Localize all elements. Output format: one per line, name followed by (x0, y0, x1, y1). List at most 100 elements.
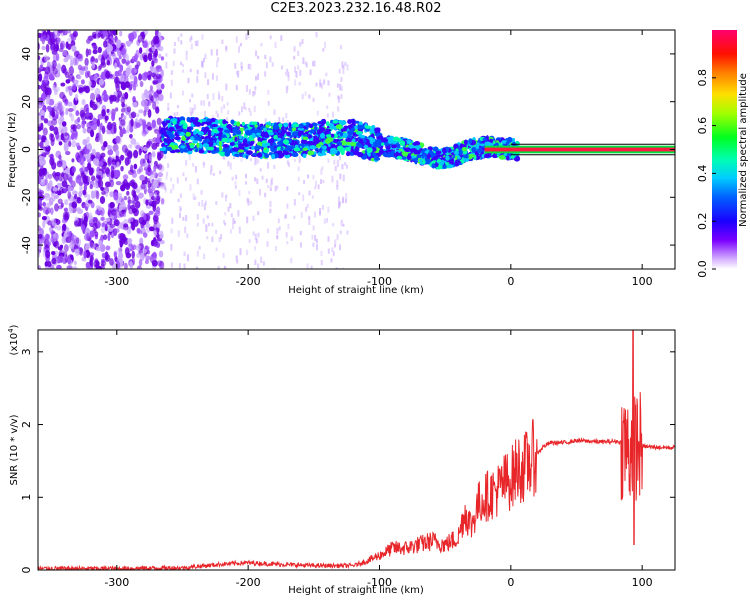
noise-cell (132, 244, 137, 250)
tone-band-core (484, 147, 675, 152)
noise-cell (115, 135, 121, 144)
noise-streak (172, 183, 175, 190)
noise-cell (47, 120, 53, 127)
ridge-cell (333, 138, 339, 143)
noise-cell (77, 53, 84, 62)
noise-streak (225, 194, 228, 198)
noise-cell (122, 174, 129, 180)
noise-cell (48, 61, 54, 68)
noise-streak (312, 174, 315, 180)
noise-streak (238, 190, 241, 196)
noise-cell (63, 187, 68, 194)
noise-cell (94, 58, 99, 64)
noise-streak (319, 207, 322, 214)
ridge-cell (351, 121, 356, 126)
noise-streak (286, 119, 289, 124)
noise-cell (156, 82, 162, 91)
noise-cell (107, 39, 114, 45)
noise-streak (240, 106, 243, 113)
noise-cell (101, 216, 105, 221)
noise-streak (327, 158, 330, 163)
ridge-cell (249, 141, 254, 146)
noise-streak (211, 73, 214, 80)
noise-streak (196, 69, 199, 75)
noise-streak (224, 222, 227, 226)
ridge-cell (354, 146, 360, 150)
noise-cell (53, 44, 59, 52)
noise-streak (165, 61, 168, 69)
ridge-cell (307, 150, 315, 156)
noise-cell (119, 77, 125, 82)
noise-cell (105, 245, 111, 251)
noise-cell (90, 167, 95, 174)
noise-streak (225, 117, 228, 121)
ridge-cell (476, 148, 483, 153)
noise-cell (38, 32, 42, 38)
noise-cell (102, 30, 107, 38)
noise-streak (338, 68, 341, 74)
noise-cell (142, 40, 148, 48)
noise-streak (193, 104, 196, 111)
noise-cell (75, 57, 79, 66)
noise-streak (259, 168, 262, 172)
ridge-cell (362, 139, 367, 143)
ridge-cell (424, 161, 431, 165)
noise-cell (150, 95, 154, 102)
noise-streak (340, 219, 343, 223)
noise-streak (189, 68, 192, 73)
ridge-cell (335, 124, 343, 130)
noise-streak (273, 267, 276, 269)
noise-cell (63, 142, 69, 150)
noise-streak (346, 230, 349, 235)
noise-cell (80, 79, 85, 85)
noise-cell (89, 239, 94, 248)
noise-cell (156, 65, 162, 72)
noise-cell (160, 197, 165, 205)
noise-streak (298, 192, 301, 196)
noise-streak (235, 36, 238, 43)
noise-streak (288, 162, 291, 167)
noise-streak (299, 230, 302, 236)
ridge-cell (336, 138, 344, 142)
noise-streak (182, 172, 185, 177)
noise-streak (286, 240, 289, 245)
noise-streak (286, 160, 289, 165)
noise-streak (340, 94, 343, 99)
noise-cell (47, 173, 53, 180)
noise-cell (109, 191, 115, 198)
ridge-cell (193, 134, 198, 139)
spectrogram-x-tick-label: 0 (507, 275, 514, 288)
ridge-cell (408, 144, 415, 149)
noise-streak (256, 178, 259, 185)
ridge-cell (297, 133, 302, 137)
noise-cell (126, 70, 131, 76)
noise-streak (341, 163, 344, 170)
noise-streak (257, 55, 260, 59)
noise-streak (186, 233, 189, 238)
noise-cell (115, 180, 122, 186)
noise-streak (267, 89, 270, 95)
ridge-cell (419, 158, 423, 163)
noise-cell (105, 166, 110, 175)
noise-cell (97, 46, 102, 54)
noise-streak (299, 69, 302, 76)
ridge-cell (186, 126, 192, 133)
noise-streak (294, 79, 297, 86)
noise-cell (70, 234, 77, 241)
noise-cell (100, 260, 107, 267)
noise-streak (198, 201, 201, 207)
noise-cell (104, 181, 111, 188)
ridge-cell (479, 143, 485, 147)
noise-cell (57, 117, 64, 125)
noise-streak (284, 215, 287, 219)
snr-panel: -300 -200 -100 0 100 0 1 2 3 Height of straight … (7, 324, 676, 596)
ridge-cell (321, 120, 325, 127)
noise-cell (84, 85, 91, 94)
noise-streak (342, 223, 345, 227)
noise-cell (144, 161, 149, 169)
noise-streak (167, 107, 170, 111)
noise-streak (345, 164, 348, 169)
noise-cell (63, 132, 69, 137)
ridge-cell (282, 139, 290, 145)
noise-streak (181, 69, 184, 73)
